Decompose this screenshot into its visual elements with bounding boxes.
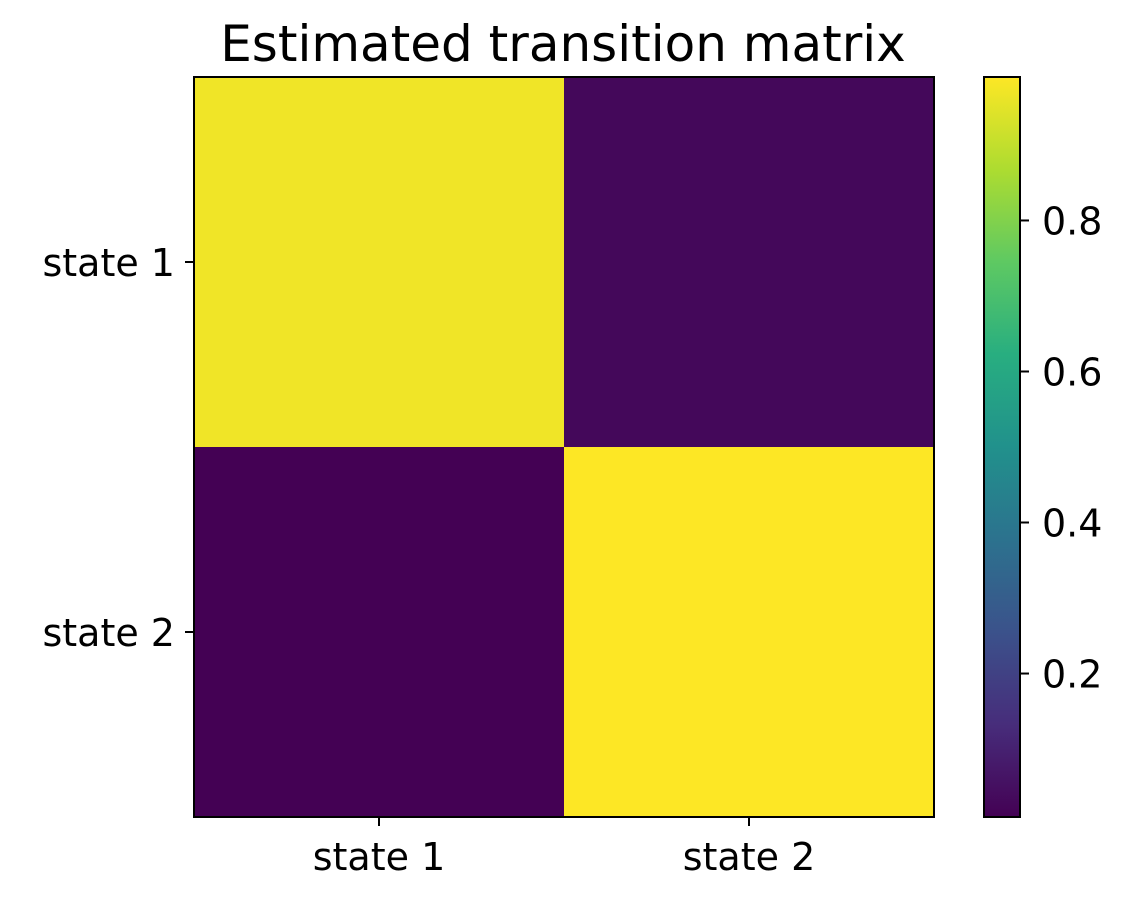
x-tick-label: state 1 [313,835,446,879]
colorbar-tick-label: 0.8 [1042,199,1102,243]
heatmap-cell [564,447,935,818]
colorbar-tick-label: 0.6 [1042,350,1102,394]
heatmap-cell [564,77,935,448]
colorbar-tick-label: 0.2 [1042,653,1102,697]
x-axis-ticks: state 1 state 2 [313,817,816,879]
heatmap-cell [194,77,565,448]
y-tick-label: state 2 [42,611,175,655]
chart-title: Estimated transition matrix [220,15,906,73]
colorbar-frame [983,76,1021,818]
colorbar-gradient [984,77,1020,817]
plot-frame [193,76,935,818]
colorbar-ticks: 0.2 0.4 0.6 0.8 [1020,199,1102,697]
heatmap-cells [194,77,935,818]
y-axis-ticks: state 1 state 2 [42,241,194,655]
colorbar-tick-label: 0.4 [1042,502,1102,546]
colorbar: 0.2 0.4 0.6 0.8 [983,76,1102,818]
y-tick-label: state 1 [42,241,175,285]
x-tick-label: state 2 [683,835,816,879]
heatmap-cell [194,447,565,818]
